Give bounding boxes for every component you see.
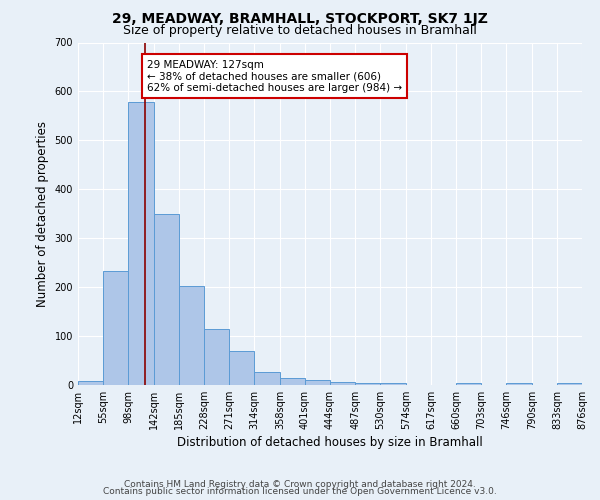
Text: Size of property relative to detached houses in Bramhall: Size of property relative to detached ho… (123, 24, 477, 37)
Bar (280, 378, 305, 385)
Text: 29 MEADWAY: 127sqm
← 38% of detached houses are smaller (606)
62% of semi-detach: 29 MEADWAY: 127sqm ← 38% of detached hou… (147, 60, 402, 93)
Bar (557, 382, 582, 385)
Bar (305, 380, 330, 385)
Bar (380, 382, 406, 385)
Bar (204, 328, 229, 385)
Text: Contains HM Land Registry data © Crown copyright and database right 2024.: Contains HM Land Registry data © Crown c… (124, 480, 476, 489)
Text: Contains public sector information licensed under the Open Government Licence v3: Contains public sector information licen… (103, 487, 497, 496)
Bar (103, 272, 128, 385)
X-axis label: Distribution of detached houses by size in Bramhall: Distribution of detached houses by size … (177, 436, 483, 449)
Bar (330, 382, 355, 385)
Bar (179, 286, 204, 385)
Bar (78, 381, 103, 385)
Bar (355, 382, 380, 385)
Bar (254, 372, 280, 385)
Bar (506, 382, 532, 385)
Y-axis label: Number of detached properties: Number of detached properties (36, 120, 49, 306)
Bar (154, 214, 179, 385)
Text: 29, MEADWAY, BRAMHALL, STOCKPORT, SK7 1JZ: 29, MEADWAY, BRAMHALL, STOCKPORT, SK7 1J… (112, 12, 488, 26)
Bar (229, 351, 254, 385)
Bar (456, 382, 481, 385)
Bar (128, 102, 154, 385)
